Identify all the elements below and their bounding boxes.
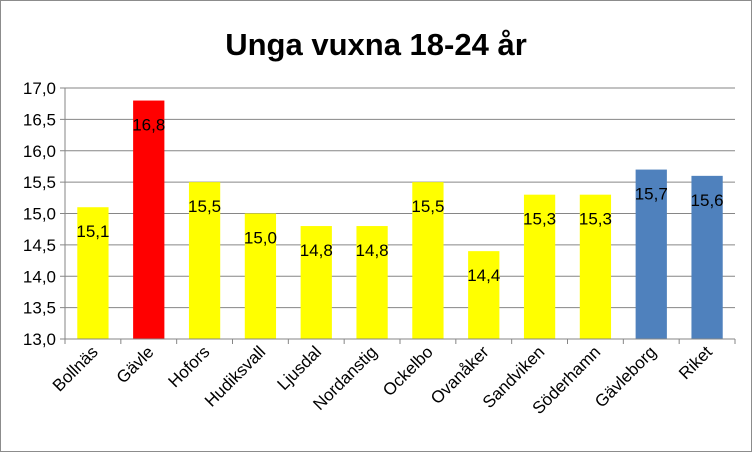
data-label: 15,0	[244, 229, 277, 248]
x-tick-label: Hofors	[165, 342, 214, 391]
y-tick-label: 17,0	[23, 79, 56, 98]
y-tick-label: 15,5	[23, 173, 56, 192]
data-label: 15,5	[188, 197, 221, 216]
y-tick-label: 15,0	[23, 205, 56, 224]
bar-riket	[691, 175, 723, 339]
y-tick-label: 13,0	[23, 330, 56, 349]
bar-ovanåker	[468, 251, 500, 339]
x-tick-label: Hudiksvall	[201, 342, 269, 410]
bar-hudiksvall	[244, 213, 277, 339]
bar-söderhamn	[579, 194, 612, 339]
x-tick-label: Gävle	[113, 342, 158, 387]
data-label: 15,1	[76, 222, 109, 241]
bar-ljusdal	[300, 226, 332, 339]
data-label: 14,8	[300, 241, 333, 260]
data-label: 15,3	[579, 210, 612, 229]
y-tick-label: 14,5	[23, 236, 56, 255]
bar-sandviken	[523, 194, 556, 339]
x-tick-label: Ockelbo	[379, 342, 437, 400]
data-label: 15,3	[523, 210, 556, 229]
data-label: 16,8	[132, 116, 165, 135]
x-tick-label: Ljusdal	[274, 342, 326, 394]
bar-ockelbo	[412, 182, 444, 339]
data-label: 14,8	[356, 241, 389, 260]
gridlines	[65, 87, 735, 340]
bar-hofors	[188, 182, 221, 339]
data-labels: 15,1 16,8 15,5 15,0 14,8 14,8 15,5 14,4 15,3 15,3…	[76, 116, 723, 286]
bars	[77, 100, 723, 339]
bar-gävleborg	[635, 169, 667, 339]
y-tick-label: 16,0	[23, 142, 56, 161]
data-label: 15,6	[691, 191, 724, 210]
chart-title: Unga vuxna 18-24 år	[225, 27, 527, 62]
x-tick-label: Bollnäs	[49, 342, 102, 395]
data-label: 15,7	[635, 185, 668, 204]
data-label: 14,4	[467, 266, 500, 285]
x-tick-label: Riket	[675, 342, 716, 383]
x-tick-label: Gävleborg	[591, 342, 660, 411]
y-axis: 13,0 13,5 14,0 14,5 15,0 15,5 16,0 16,5 17,0	[23, 79, 66, 349]
bar-bollnäs	[77, 207, 109, 339]
y-tick-label: 14,0	[23, 267, 56, 286]
y-tick-label: 13,5	[23, 299, 56, 318]
data-label: 15,5	[411, 197, 444, 216]
bar-gävle	[133, 100, 165, 339]
y-tick-label: 16,5	[23, 110, 56, 129]
bar-nordanstig	[356, 226, 388, 339]
